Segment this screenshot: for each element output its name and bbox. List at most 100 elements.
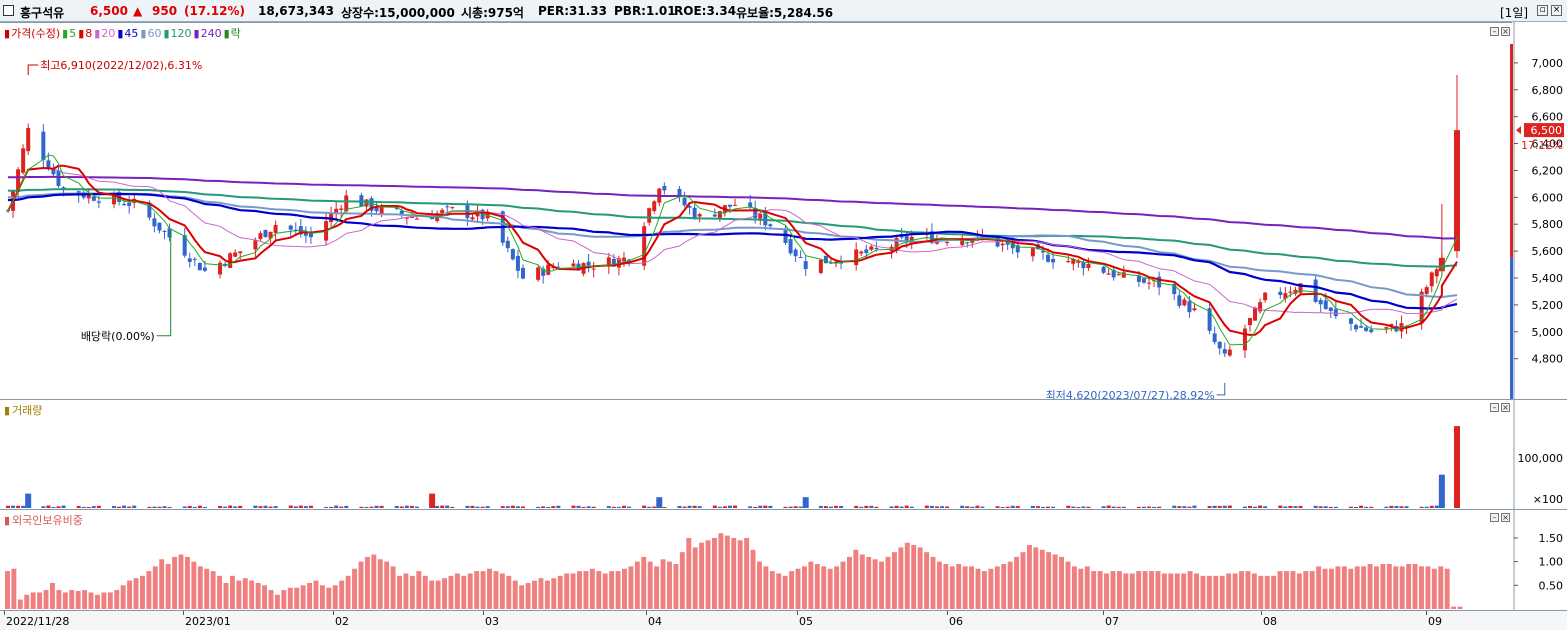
foreign-bar-188 [1213,575,1219,609]
candle-body-24 [167,228,172,238]
foreign-bar-90 [583,571,589,609]
foreign-bar-64 [416,571,422,609]
candle-body-192 [1359,326,1364,328]
foreign-bar-63 [409,575,415,609]
legend-label-4[interactable]: 45 [124,27,139,40]
volume-bar-139 [980,506,985,508]
volume-bar-39 [273,506,278,508]
legend-label-6[interactable]: 120 [170,27,192,40]
legend-label-7[interactable]: 240 [200,27,222,40]
volume-bar-18 [127,506,132,508]
volume-bar-57 [404,505,409,508]
candle-body-156 [1106,273,1111,275]
legend-label-1[interactable]: 5 [69,27,77,40]
foreign-pane-close-button[interactable]: × [1501,513,1510,522]
volume-bar-137 [970,506,975,508]
volume-bar-169 [1192,505,1197,508]
volume-bar-79 [556,505,561,508]
price-chart[interactable]: 7,000 6,800 6,600 6,400 6,200 6,000 5,800 5,600… [0,22,1567,399]
volume-bar-108 [763,505,768,508]
candle-body-106 [753,207,758,218]
foreign-bar-213 [1374,566,1379,609]
volume-pane[interactable]: ▮ 거래량 – × [0,399,1567,509]
volume-bar-25 [182,506,187,508]
volume-bar-175 [1242,506,1247,508]
candle-body-27 [192,258,197,260]
foreign-pane-minimize-button[interactable]: – [1490,513,1499,522]
candle-body-187 [1323,300,1328,309]
close-button[interactable]: × [1551,5,1562,16]
date-tick-label-9: 09 [1428,615,1442,628]
legend-label-8[interactable]: 락 [230,27,241,40]
foreign-bar-181 [1168,573,1174,609]
foreign-bar-80 [519,585,525,609]
foreign-bar-88 [570,573,576,609]
volume-bar-170 [1207,506,1212,508]
volume-bar-160 [1136,506,1141,508]
foreign-bar-81 [525,582,531,609]
foreign-bar-124 [801,566,807,609]
volume-bar-3 [21,505,26,508]
pane-close-button[interactable]: × [1501,27,1510,36]
price-pane[interactable]: ▮가격(수정) ▮5 ▮8 ▮20 ▮45 ▮60 ▮120 ▮240 ▮락 – × [0,22,1567,399]
volume-bar-78 [551,506,556,508]
volume-bar-45 [324,506,329,508]
volume-bar-6 [46,505,51,508]
candle-body-176 [1248,318,1252,326]
foreign-bar-186 [1200,575,1206,609]
legend-marker-3: ▮ [94,27,101,40]
candle-body-179 [1263,292,1268,301]
volume-chart[interactable]: 100,000 ×100 [0,399,1567,509]
legend-label-2[interactable]: 8 [85,27,93,40]
select-checkbox[interactable] [3,5,14,16]
low-annotation-line [1216,382,1226,396]
date-tick-mark-9 [1426,611,1427,615]
foreign-bar-116 [750,549,756,609]
period-selector[interactable]: [1일] [1500,6,1529,20]
volume-bar-47 [334,505,339,508]
candle-body-162 [1147,282,1152,284]
price-tick-label-1: 6,800 [1532,84,1564,97]
volume-bar-82 [581,506,586,508]
foreign-legend-label: 외국인보유비중 [12,514,83,527]
candle-body-108 [763,211,768,226]
foreign-bar-168 [1084,566,1090,609]
volume-pane-close-button[interactable]: × [1501,403,1510,412]
maximize-button[interactable]: ▫ [1537,5,1548,16]
foreign-bar-70 [454,573,460,609]
stock-name[interactable]: 흥구석유 [20,6,65,20]
foreign-bar-152 [981,571,987,609]
foreign-bar-28 [184,556,190,609]
date-tick-label-3: 03 [485,615,499,628]
volume-bar-161 [1141,506,1146,508]
foreign-bar-101 [654,566,660,609]
foreign-holding-pane[interactable]: ▮ 외국인보유비중 – × [0,509,1567,610]
candle-body-53 [374,207,379,212]
candle-body-104 [733,204,738,206]
volume-bar-202 [1429,505,1434,508]
legend-label-0[interactable]: 가격(수정) [11,27,61,40]
candle-body-72 [510,249,515,260]
foreign-bar-198 [1277,571,1283,609]
legend-label-5[interactable]: 60 [147,27,162,40]
volume-bar-62 [440,505,445,508]
candle-body-43 [303,232,308,236]
candle-body-29 [202,267,207,271]
foreign-holding-chart[interactable]: 1.50 1.00 0.50 [0,509,1567,610]
date-tick-label-0: 2022/11/28 [6,615,70,628]
foreign-bar-209 [1348,568,1354,609]
low-annotation: 최저4,620(2023/07/27),28.92% [1046,389,1215,399]
volume-bar-119 [839,506,844,508]
candle-body-12 [86,194,91,199]
volume-bar-17 [122,505,127,508]
price-tick-label-2: 6,600 [1532,111,1564,124]
foreign-bar-55 [358,561,364,609]
pane-minimize-button[interactable]: – [1490,27,1499,36]
candle-body-74 [520,267,525,279]
foreign-bar-172 [1110,571,1116,609]
candle-body-153 [1081,262,1086,269]
volume-pane-minimize-button[interactable]: – [1490,403,1499,412]
candle-body-149 [1051,258,1056,263]
foreign-bar-0 [5,571,10,609]
legend-label-3[interactable]: 20 [101,27,116,40]
